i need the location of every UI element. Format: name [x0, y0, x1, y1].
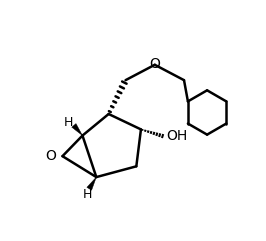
Text: O: O [46, 149, 57, 163]
Text: OH: OH [167, 129, 188, 143]
Polygon shape [87, 177, 96, 190]
Polygon shape [72, 124, 82, 135]
Text: O: O [149, 57, 160, 71]
Text: H: H [83, 188, 92, 201]
Text: H: H [64, 116, 73, 129]
